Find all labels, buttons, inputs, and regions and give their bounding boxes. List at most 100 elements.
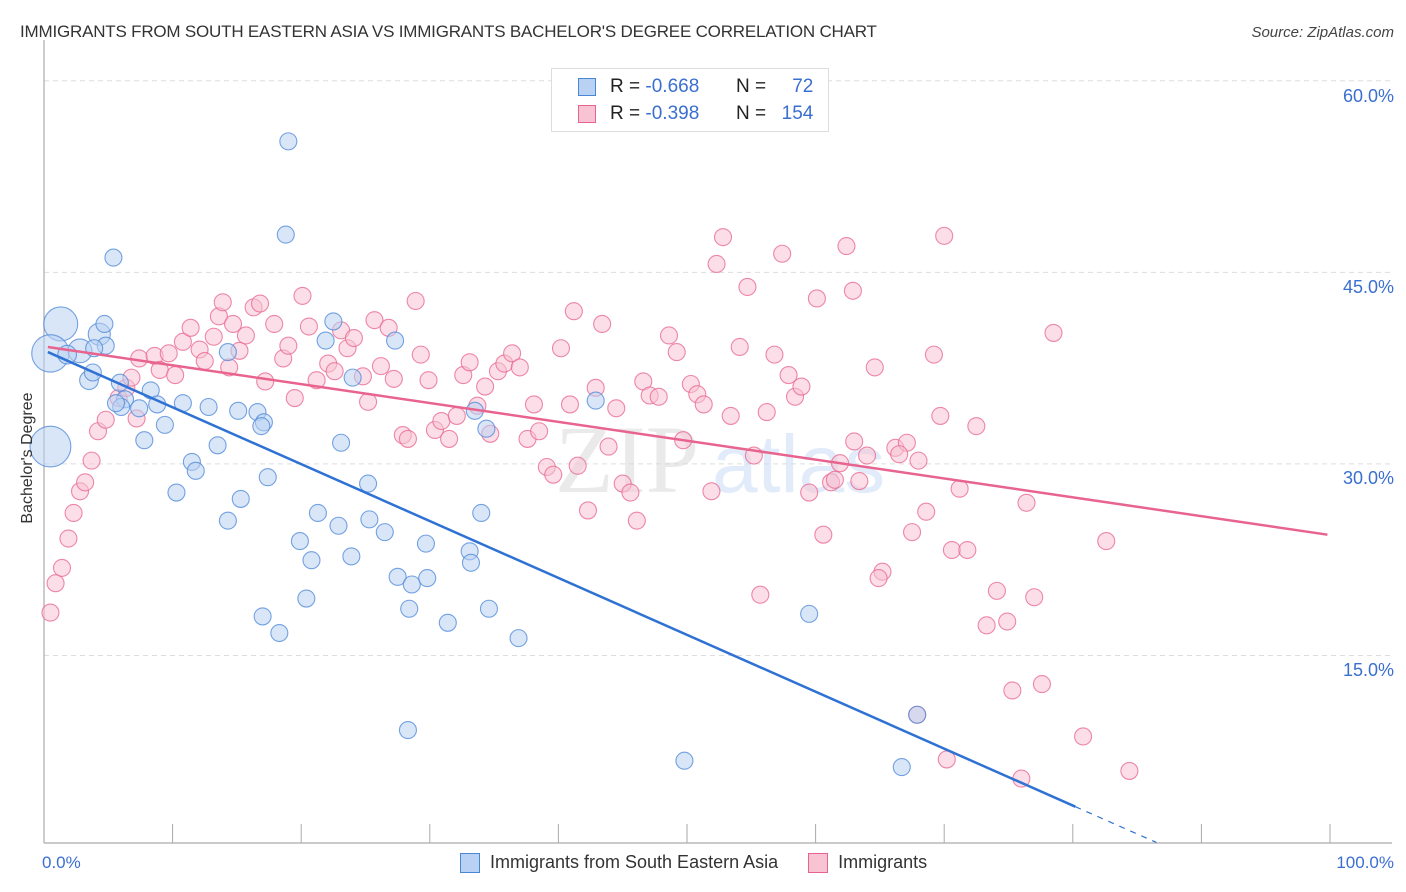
- data-point: [987, 581, 1006, 600]
- data-point: [386, 331, 405, 350]
- data-point: [258, 468, 277, 487]
- data-point: [279, 336, 298, 355]
- data-point: [890, 445, 909, 464]
- data-point: [302, 551, 321, 570]
- data-point: [503, 344, 522, 363]
- data-point: [958, 540, 977, 560]
- data-point: [195, 351, 214, 371]
- data-point: [440, 429, 459, 448]
- data-point: [977, 616, 996, 635]
- data-point: [104, 248, 123, 267]
- data-point: [285, 388, 304, 408]
- data-point: [297, 589, 316, 608]
- gridlines: [44, 80, 1392, 656]
- legend-swatch-blue: [460, 852, 480, 873]
- data-point: [166, 366, 185, 385]
- data-point: [510, 358, 529, 377]
- data-point: [59, 529, 78, 548]
- data-point: [299, 317, 318, 336]
- r-value: -0.668: [645, 76, 700, 97]
- chart-title: IMMIGRANTS FROM SOUTH EASTERN ASIA VS IM…: [20, 22, 877, 41]
- data-point: [477, 419, 496, 438]
- data-point: [675, 751, 694, 770]
- stats-legend: R = -0.668 N = 72 R = -0.398 N = 154: [551, 68, 829, 132]
- swatch-blue: [578, 78, 596, 96]
- data-point: [857, 446, 877, 465]
- data-point: [419, 371, 438, 390]
- data-point: [845, 432, 864, 451]
- data-point: [447, 406, 466, 425]
- data-point: [578, 501, 598, 520]
- data-point: [707, 254, 726, 274]
- data-point: [290, 532, 309, 551]
- data-point: [135, 431, 154, 450]
- data-point: [476, 377, 495, 396]
- data-point: [1003, 681, 1022, 700]
- data-point: [365, 311, 384, 330]
- data-point: [751, 585, 770, 604]
- data-point: [568, 456, 587, 475]
- n-value: 154: [781, 103, 814, 124]
- data-point: [649, 387, 668, 406]
- data-point: [229, 401, 248, 420]
- data-point: [167, 483, 186, 502]
- data-point: [236, 326, 255, 345]
- data-point: [1120, 761, 1139, 780]
- data-point: [253, 607, 272, 626]
- series-immigrants-points: [41, 226, 1139, 788]
- data-point: [130, 399, 149, 418]
- data-point: [713, 228, 733, 247]
- trend-lines: [47, 345, 1328, 843]
- data-point: [307, 371, 326, 390]
- data-point: [402, 575, 421, 594]
- data-point: [865, 358, 884, 377]
- data-point: [607, 399, 626, 418]
- data-point: [344, 328, 363, 348]
- y-tick-label: 60.0%: [1342, 86, 1394, 106]
- data-point: [329, 516, 348, 535]
- legend-item-sea: Immigrants from South Eastern Asia: [490, 852, 779, 872]
- x-tick-label-max: 100.0%: [1336, 853, 1394, 872]
- data-point: [694, 395, 713, 414]
- data-point: [551, 339, 571, 358]
- data-point: [593, 314, 612, 334]
- trend-line-sea: [47, 350, 1076, 808]
- series-legend: Immigrants from South Eastern Asia Immig…: [460, 852, 927, 873]
- data-point: [252, 417, 271, 436]
- data-point: [1032, 675, 1051, 694]
- stats-row-sea: R = -0.668 N = 72: [578, 75, 813, 99]
- data-point: [738, 277, 757, 297]
- data-point: [924, 345, 943, 364]
- data-point: [159, 344, 178, 363]
- data-point: [411, 345, 430, 364]
- data-point: [223, 314, 243, 334]
- n-label: N =: [735, 103, 767, 124]
- data-point: [250, 294, 270, 313]
- data-point: [360, 510, 379, 529]
- data-point: [659, 326, 679, 345]
- data-point: [765, 345, 784, 364]
- data-point: [800, 483, 819, 502]
- data-point: [869, 569, 888, 588]
- data-point: [779, 366, 798, 385]
- data-point: [843, 281, 862, 300]
- data-point: [29, 425, 72, 468]
- data-point: [909, 451, 928, 470]
- data-point: [270, 623, 289, 643]
- data-point: [52, 558, 72, 577]
- data-point: [213, 293, 232, 312]
- data-point: [276, 225, 295, 244]
- trend-line-immigrants: [47, 345, 1328, 536]
- data-point: [265, 314, 284, 334]
- data-point: [231, 489, 250, 508]
- data-point: [46, 574, 65, 593]
- source-label: Source: ZipAtlas.com: [1251, 24, 1394, 41]
- data-point: [342, 547, 361, 566]
- legend-swatch-pink: [808, 852, 829, 873]
- data-point: [375, 523, 394, 542]
- data-point: [82, 451, 101, 470]
- data-point: [388, 567, 407, 586]
- stats-row-immigrants: R = -0.398 N = 154: [578, 102, 813, 126]
- data-point: [472, 503, 491, 523]
- data-point: [773, 244, 792, 263]
